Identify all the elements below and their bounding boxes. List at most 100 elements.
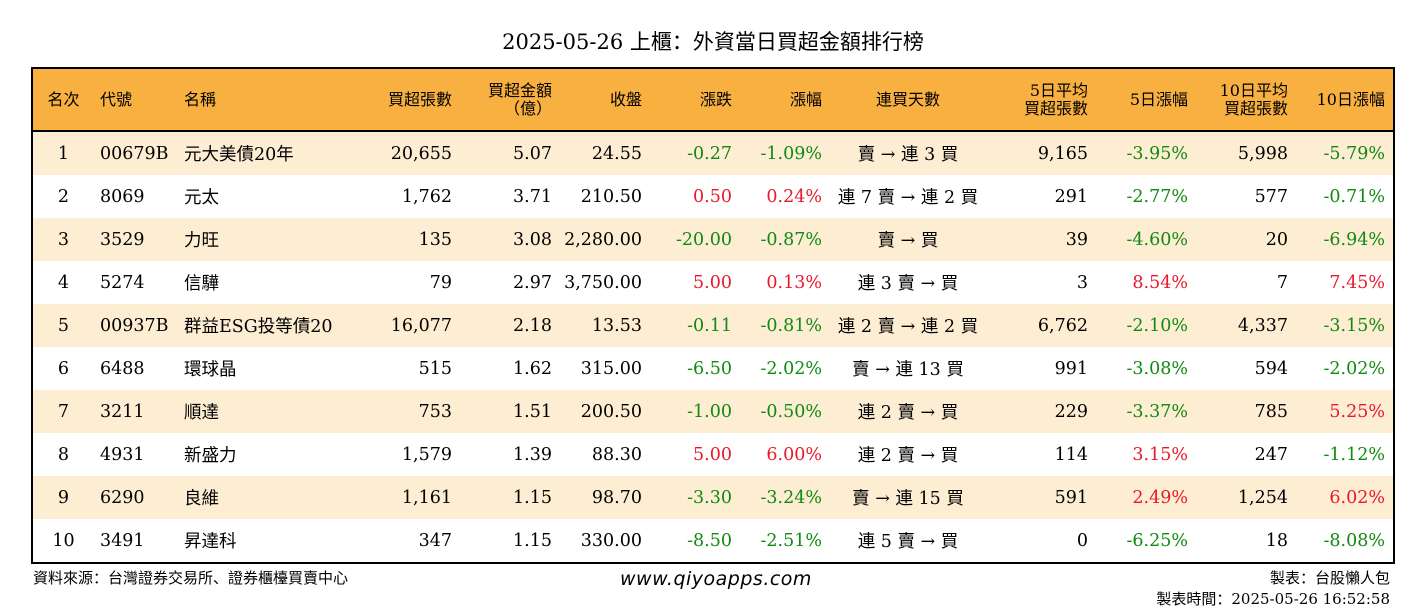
cell-change-pct: -0.50%	[740, 390, 830, 433]
cell-buy-shares: 20,655	[348, 131, 460, 175]
cell-close: 88.30	[560, 433, 650, 476]
cell-buy-shares: 79	[348, 261, 460, 304]
cell-buy-days: 賣 → 買	[830, 218, 986, 261]
cell-buy-shares: 16,077	[348, 304, 460, 347]
cell-change: -6.50	[650, 347, 740, 390]
cell-pct10: 7.45%	[1296, 261, 1394, 304]
cell-change: 5.00	[650, 433, 740, 476]
cell-avg10: 18	[1196, 519, 1296, 563]
cell-code: 5274	[94, 261, 178, 304]
header-code: 代號	[94, 68, 178, 132]
cell-close: 2,280.00	[560, 218, 650, 261]
header-buy-shares: 買超張數	[348, 68, 460, 132]
cell-code: 00937B	[94, 304, 178, 347]
cell-rank: 6	[32, 347, 94, 390]
cell-code: 4931	[94, 433, 178, 476]
cell-pct10: -8.08%	[1296, 519, 1394, 563]
table-row: 7 3211 順達 753 1.51 200.50 -1.00 -0.50% 連…	[32, 390, 1394, 433]
header-change: 漲跌	[650, 68, 740, 132]
cell-buy-shares: 347	[348, 519, 460, 563]
cell-name: 信驊	[178, 261, 348, 304]
cell-rank: 2	[32, 175, 94, 218]
cell-name: 順達	[178, 390, 348, 433]
cell-pct5: 8.54%	[1096, 261, 1196, 304]
table-row: 5 00937B 群益ESG投等債20 16,077 2.18 13.53 -0…	[32, 304, 1394, 347]
cell-pct5: 2.49%	[1096, 476, 1196, 519]
cell-buy-days: 賣 → 連 3 買	[830, 131, 986, 175]
cell-buy-amount: 2.18	[460, 304, 560, 347]
ranking-table: 名次 代號 名稱 買超張數 買超金額 （億） 收盤 漲跌 漲幅 連買天數 5日平…	[31, 67, 1395, 564]
cell-change-pct: -0.87%	[740, 218, 830, 261]
page-title: 2025-05-26 上櫃：外資當日買超金額排行榜	[502, 30, 924, 54]
header-avg10: 10日平均 買超張數	[1196, 68, 1296, 132]
header-avg5: 5日平均 買超張數	[986, 68, 1096, 132]
website-link[interactable]: www.qiyoapps.com	[620, 568, 812, 590]
header-buy-amount-line1: 買超金額	[487, 80, 552, 100]
header-close: 收盤	[560, 68, 650, 132]
cell-pct10: 6.02%	[1296, 476, 1394, 519]
cell-buy-shares: 1,762	[348, 175, 460, 218]
generated-time: 製表時間：2025-05-26 16:52:58	[1156, 590, 1390, 608]
cell-pct10: 5.25%	[1296, 390, 1394, 433]
cell-change: 5.00	[650, 261, 740, 304]
cell-name: 新盛力	[178, 433, 348, 476]
cell-buy-amount: 1.39	[460, 433, 560, 476]
cell-pct10: -1.12%	[1296, 433, 1394, 476]
cell-rank: 9	[32, 476, 94, 519]
cell-avg10: 4,337	[1196, 304, 1296, 347]
cell-buy-amount: 3.71	[460, 175, 560, 218]
table-row: 10 3491 昇達科 347 1.15 330.00 -8.50 -2.51%…	[32, 519, 1394, 563]
cell-rank: 7	[32, 390, 94, 433]
cell-close: 13.53	[560, 304, 650, 347]
cell-close: 24.55	[560, 131, 650, 175]
cell-pct10: -2.02%	[1296, 347, 1394, 390]
cell-avg10: 1,254	[1196, 476, 1296, 519]
table-row: 9 6290 良維 1,161 1.15 98.70 -3.30 -3.24% …	[32, 476, 1394, 519]
cell-name: 群益ESG投等債20	[178, 304, 348, 347]
header-buy-amount: 買超金額 （億）	[460, 68, 560, 132]
cell-change-pct: -2.02%	[740, 347, 830, 390]
cell-avg5: 39	[986, 218, 1096, 261]
cell-avg10: 594	[1196, 347, 1296, 390]
cell-pct5: 3.15%	[1096, 433, 1196, 476]
cell-close: 3,750.00	[560, 261, 650, 304]
cell-buy-amount: 1.51	[460, 390, 560, 433]
cell-avg5: 9,165	[986, 131, 1096, 175]
header-pct10: 10日漲幅	[1296, 68, 1394, 132]
cell-pct5: -3.37%	[1096, 390, 1196, 433]
cell-close: 98.70	[560, 476, 650, 519]
header-change-pct: 漲幅	[740, 68, 830, 132]
cell-buy-amount: 1.62	[460, 347, 560, 390]
cell-close: 210.50	[560, 175, 650, 218]
cell-change-pct: 0.13%	[740, 261, 830, 304]
cell-close: 200.50	[560, 390, 650, 433]
cell-buy-amount: 2.97	[460, 261, 560, 304]
cell-buy-days: 連 2 賣 → 連 2 買	[830, 304, 986, 347]
cell-name: 元大美債20年	[178, 131, 348, 175]
data-source-note: 資料來源：台灣證券交易所、證券櫃檯買賣中心	[33, 569, 349, 587]
table-row: 6 6488 環球晶 515 1.62 315.00 -6.50 -2.02% …	[32, 347, 1394, 390]
cell-buy-amount: 1.15	[460, 519, 560, 563]
table-row: 8 4931 新盛力 1,579 1.39 88.30 5.00 6.00% 連…	[32, 433, 1394, 476]
header-pct5: 5日漲幅	[1096, 68, 1196, 132]
cell-rank: 3	[32, 218, 94, 261]
cell-code: 6290	[94, 476, 178, 519]
cell-avg10: 785	[1196, 390, 1296, 433]
cell-change-pct: -2.51%	[740, 519, 830, 563]
cell-change-pct: 0.24%	[740, 175, 830, 218]
cell-avg5: 0	[986, 519, 1096, 563]
cell-avg10: 5,998	[1196, 131, 1296, 175]
cell-buy-days: 連 3 賣 → 買	[830, 261, 986, 304]
cell-name: 昇達科	[178, 519, 348, 563]
cell-close: 315.00	[560, 347, 650, 390]
cell-code: 3491	[94, 519, 178, 563]
cell-buy-days: 連 5 賣 → 買	[830, 519, 986, 563]
cell-avg5: 591	[986, 476, 1096, 519]
cell-pct5: -2.10%	[1096, 304, 1196, 347]
cell-rank: 1	[32, 131, 94, 175]
header-avg5-line1: 5日平均	[1029, 80, 1088, 100]
cell-buy-days: 連 2 賣 → 買	[830, 433, 986, 476]
table-row: 1 00679B 元大美債20年 20,655 5.07 24.55 -0.27…	[32, 131, 1394, 175]
cell-change: -20.00	[650, 218, 740, 261]
cell-buy-shares: 135	[348, 218, 460, 261]
